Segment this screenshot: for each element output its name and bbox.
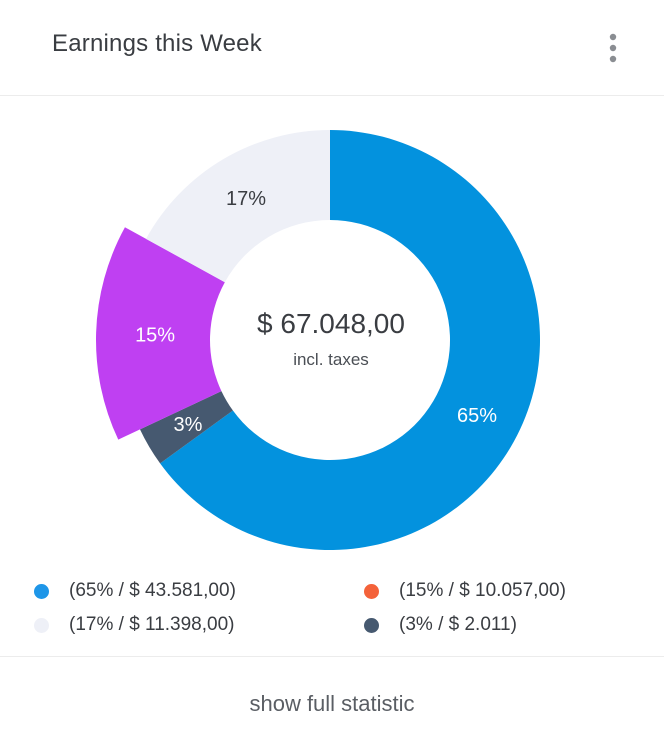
donut-slice[interactable] <box>160 130 540 550</box>
center-total-value: $ 67.048,00 <box>257 308 405 339</box>
card-header: Earnings this Week <box>0 0 664 96</box>
legend-item: (3% / $ 2.011) <box>364 614 517 636</box>
legend-dot <box>34 583 49 599</box>
legend-label: (17% / $ 11.398,00) <box>69 614 235 635</box>
show-full-statistic-link[interactable]: show full statistic <box>249 691 415 716</box>
donut-chart: 65% 3% 15% 17% $ 67.048,00 incl. taxes <box>0 96 664 566</box>
donut-slice[interactable] <box>96 227 225 440</box>
center-total-label: incl. taxes <box>293 350 369 369</box>
donut-slice[interactable] <box>139 391 233 464</box>
more-vertical-icon[interactable] <box>596 28 630 68</box>
donut-chart-svg: 65% 3% 15% 17% <box>96 130 540 550</box>
chart-legend: (65% / $ 43.581,00) (15% / $ 10.057,00) … <box>0 570 664 650</box>
slice-percent-label: 65% <box>457 405 497 427</box>
legend-dot <box>364 617 379 633</box>
legend-item: (65% / $ 43.581,00) <box>34 580 236 602</box>
legend-label: (15% / $ 10.057,00) <box>399 580 566 601</box>
legend-item: (17% / $ 11.398,00) <box>34 614 234 636</box>
card-title: Earnings this Week <box>52 30 262 57</box>
legend-dot <box>364 583 379 599</box>
legend-label: (3% / $ 2.011) <box>399 614 517 635</box>
legend-dot <box>34 617 49 633</box>
legend-item: (15% / $ 10.057,00) <box>364 580 566 602</box>
legend-label: (65% / $ 43.581,00) <box>69 580 236 601</box>
slice-percent-label: 15% <box>135 325 175 347</box>
donut-slice[interactable] <box>145 130 330 283</box>
slice-percent-label: 17% <box>226 188 266 210</box>
card-footer: show full statistic <box>0 656 664 752</box>
slice-percent-label: 3% <box>174 414 203 436</box>
